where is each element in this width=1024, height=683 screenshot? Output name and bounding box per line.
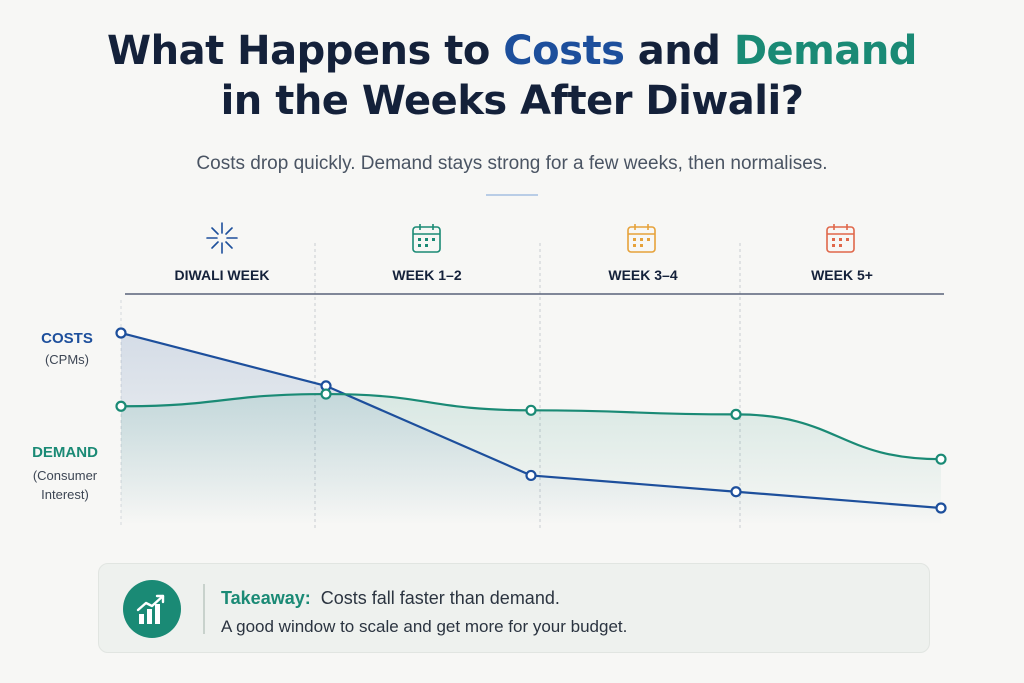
takeaway-line1: Takeaway: Costs fall faster than demand. — [221, 588, 560, 608]
data-point-costs-3 — [730, 486, 742, 498]
series-label-costs: COSTS — [41, 330, 93, 347]
page-title: What Happens to Costs and Demand in the … — [0, 26, 1024, 126]
costs-demand-chart: DIWALI WEEK WEEK 1–2 WEEK 3–4 WEEK 5+ CO… — [32, 222, 947, 530]
sparkle-icon — [206, 222, 238, 254]
calendar-icon — [412, 224, 441, 253]
data-point-costs-0 — [115, 327, 127, 339]
data-point-demand-1 — [320, 388, 332, 400]
series-label-demand: DEMAND — [32, 444, 98, 461]
data-point-costs-2 — [525, 469, 537, 482]
chart-trend-up-icon — [123, 580, 181, 638]
title-line2: in the Weeks After Diwali? — [220, 78, 804, 124]
takeaway-box: Takeaway: Costs fall faster than demand. … — [98, 563, 930, 653]
calendar-icon — [826, 224, 855, 253]
data-point-demand-4 — [935, 453, 947, 465]
data-point-demand-3 — [730, 408, 742, 420]
title-divider — [486, 194, 538, 196]
series-sublabel-costs: (CPMs) — [45, 352, 89, 367]
phase-label-diwali-week: DIWALI WEEK — [175, 267, 270, 283]
takeaway-lead: Takeaway: — [221, 588, 311, 608]
data-point-demand-0 — [115, 400, 127, 412]
data-point-demand-2 — [525, 404, 537, 416]
series-sublabel-demand: (Consumer Interest) — [33, 468, 98, 502]
phase-label-week-5: WEEK 5+ — [811, 267, 873, 283]
title-demand: Demand — [733, 28, 918, 74]
calendar-icon — [627, 224, 656, 253]
data-point-costs-4 — [935, 502, 947, 514]
takeaway-divider — [203, 584, 205, 634]
takeaway-line2: A good window to scale and get more for … — [221, 617, 628, 636]
phase-label-week-3-4: WEEK 3–4 — [608, 267, 677, 283]
phase-label-week-1-2: WEEK 1–2 — [392, 267, 461, 283]
page-subtitle: Costs drop quickly. Demand stays strong … — [196, 153, 828, 174]
title-costs: Costs — [503, 28, 625, 74]
